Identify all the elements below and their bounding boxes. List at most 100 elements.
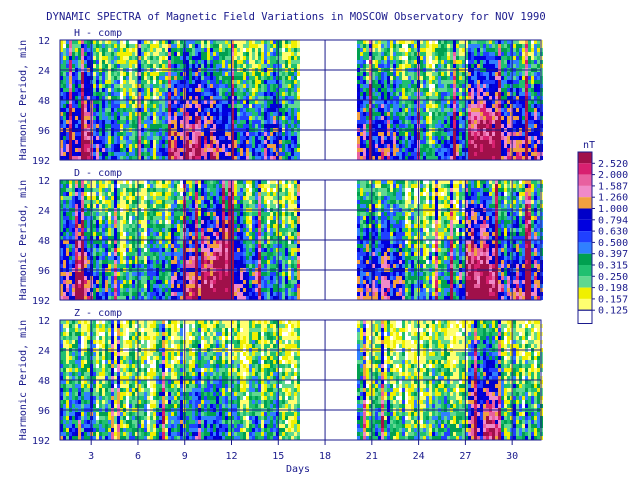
spectrum-cell xyxy=(237,144,240,148)
spectrum-cell xyxy=(264,152,267,156)
spectrum-cell xyxy=(285,60,288,64)
spectrum-cell xyxy=(465,120,468,124)
spectrum-cell xyxy=(528,112,531,116)
spectrum-cell xyxy=(81,228,84,232)
spectrum-cell xyxy=(492,76,495,80)
spectrum-cell xyxy=(441,40,444,44)
spectrum-cell xyxy=(276,80,279,84)
spectrum-cell xyxy=(420,80,423,84)
spectrum-cell xyxy=(111,156,114,160)
spectrum-cell xyxy=(489,136,492,140)
spectrum-cell xyxy=(144,40,147,44)
spectrum-cell xyxy=(126,252,129,256)
spectrum-cell xyxy=(384,132,387,136)
spectrum-cell xyxy=(180,84,183,88)
spectrum-cell xyxy=(93,180,96,184)
spectrum-cell xyxy=(186,52,189,56)
spectrum-cell xyxy=(162,80,165,84)
spectrum-cell xyxy=(87,44,90,48)
spectrum-cell xyxy=(483,80,486,84)
spectrum-cell xyxy=(276,40,279,44)
spectrum-cell xyxy=(96,120,99,124)
spectrum-cell xyxy=(411,100,414,104)
spectrum-cell xyxy=(99,264,102,268)
spectrum-cell xyxy=(63,288,66,292)
spectrum-cell xyxy=(492,120,495,124)
spectrum-cell xyxy=(285,96,288,100)
spectrum-cell xyxy=(279,124,282,128)
spectrum-cell xyxy=(135,40,138,44)
spectrum-cell xyxy=(222,148,225,152)
spectrum-cell xyxy=(420,60,423,64)
spectrum-cell xyxy=(462,60,465,64)
spectrum-cell xyxy=(375,108,378,112)
spectrum-cell xyxy=(516,48,519,52)
spectrum-cell xyxy=(132,108,135,112)
spectrum-cell xyxy=(126,116,129,120)
spectrum-cell xyxy=(258,92,261,96)
spectrum-cell xyxy=(78,52,81,56)
spectrum-cell xyxy=(267,76,270,80)
spectrum-cell xyxy=(501,120,504,124)
spectrum-cell xyxy=(66,184,69,188)
spectrum-cell xyxy=(204,84,207,88)
spectrum-cell xyxy=(210,120,213,124)
spectrum-cell xyxy=(480,92,483,96)
spectrum-cell xyxy=(192,92,195,96)
spectrum-cell xyxy=(117,196,120,200)
spectrum-cell xyxy=(84,272,87,276)
spectrum-cell xyxy=(255,72,258,76)
spectrum-cell xyxy=(450,136,453,140)
spectrum-cell xyxy=(447,92,450,96)
spectrum-cell xyxy=(63,284,66,288)
spectrum-cell xyxy=(108,48,111,52)
spectrum-cell xyxy=(222,124,225,128)
spectrum-cell xyxy=(198,40,201,44)
spectrum-cell xyxy=(384,84,387,88)
spectrum-cell xyxy=(180,92,183,96)
spectrum-cell xyxy=(486,60,489,64)
spectrum-cell xyxy=(474,76,477,80)
spectrum-cell xyxy=(525,136,528,140)
spectrum-cell xyxy=(114,148,117,152)
spectrum-cell xyxy=(174,100,177,104)
spectrum-cell xyxy=(69,116,72,120)
spectrum-cell xyxy=(522,136,525,140)
spectrum-cell xyxy=(75,116,78,120)
spectrum-cell xyxy=(288,84,291,88)
spectrum-cell xyxy=(192,76,195,80)
spectrum-cell xyxy=(525,120,528,124)
spectrum-cell xyxy=(222,52,225,56)
spectrum-cell xyxy=(207,44,210,48)
spectrum-cell xyxy=(420,40,423,44)
spectrum-cell xyxy=(78,216,81,220)
spectrum-cell xyxy=(279,112,282,116)
spectrum-cell xyxy=(453,96,456,100)
spectrum-cell xyxy=(534,84,537,88)
spectrum-cell xyxy=(357,124,360,128)
spectrum-cell xyxy=(456,116,459,120)
spectrum-cell xyxy=(459,72,462,76)
spectrum-cell xyxy=(285,120,288,124)
spectrum-cell xyxy=(384,96,387,100)
spectrum-cell xyxy=(432,120,435,124)
spectrum-cell xyxy=(81,112,84,116)
spectrum-cell xyxy=(405,120,408,124)
spectrum-cell xyxy=(486,120,489,124)
spectrum-cell xyxy=(366,112,369,116)
spectrum-cell xyxy=(132,80,135,84)
spectrum-cell xyxy=(135,92,138,96)
spectrum-cell xyxy=(222,96,225,100)
spectrum-cell xyxy=(117,72,120,76)
spectrum-cell xyxy=(477,140,480,144)
spectrum-cell xyxy=(378,136,381,140)
spectrum-cell xyxy=(81,256,84,260)
spectrum-cell xyxy=(531,96,534,100)
spectrum-cell xyxy=(393,152,396,156)
spectrum-cell xyxy=(258,152,261,156)
spectrum-cell xyxy=(78,64,81,68)
spectrum-cell xyxy=(189,48,192,52)
spectrum-cell xyxy=(174,52,177,56)
spectrum-cell xyxy=(174,84,177,88)
spectrum-cell xyxy=(471,152,474,156)
